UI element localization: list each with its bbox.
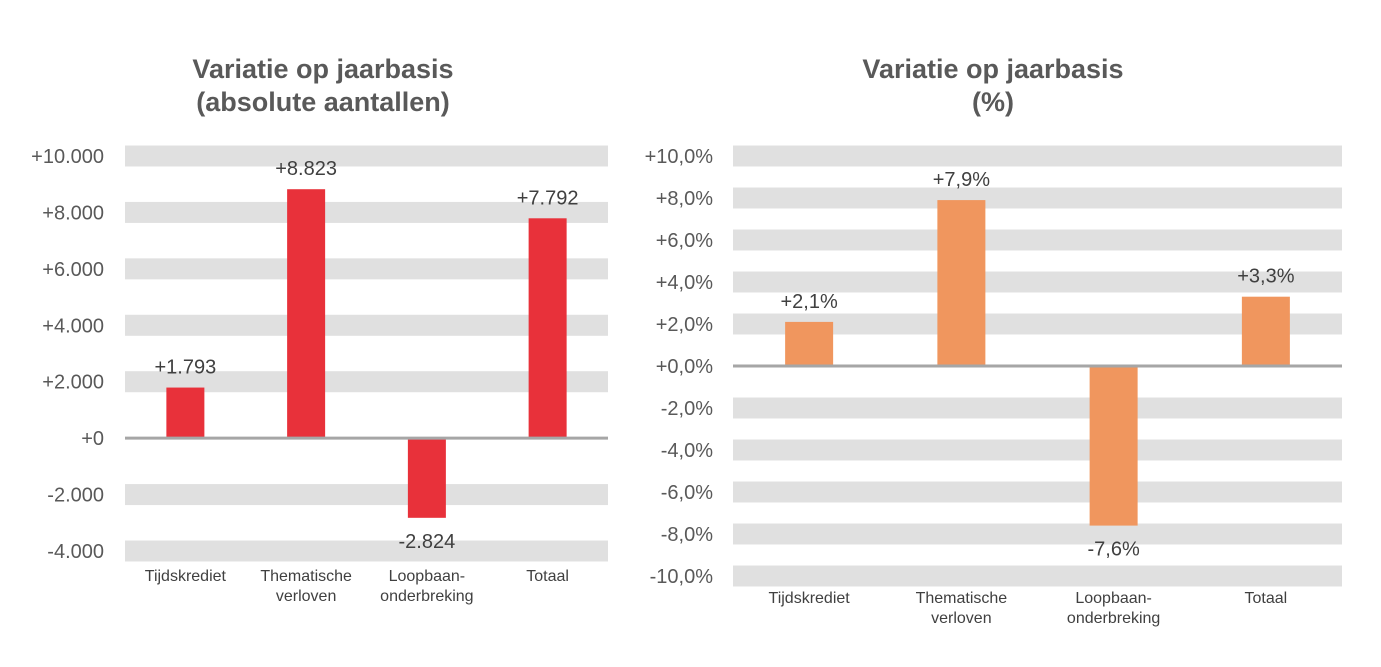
data-label: -2.824 xyxy=(399,531,456,553)
grid-band xyxy=(733,271,1342,293)
y-tick-label: +6,0% xyxy=(656,230,713,252)
grid-band xyxy=(733,565,1342,587)
y-tick-label: +8,0% xyxy=(656,188,713,210)
grid-band xyxy=(125,258,608,280)
bar xyxy=(1241,296,1290,366)
x-category-label: Tijdskrediet xyxy=(145,568,227,585)
grid-band xyxy=(733,439,1342,461)
grid-band xyxy=(125,484,608,506)
grid-band xyxy=(733,313,1342,335)
bar xyxy=(287,189,326,439)
data-label: +7.792 xyxy=(517,187,579,209)
chart-title: (absolute aantallen) xyxy=(196,87,450,117)
bar xyxy=(785,321,834,366)
grid-band xyxy=(125,314,608,336)
x-category-label: onderbreking xyxy=(1067,610,1160,627)
y-tick-label: -2.000 xyxy=(47,485,104,507)
grid-band xyxy=(125,540,608,562)
chart-2: Variatie op jaarbasis(%) +10,0% +8,0% +6,0%… xyxy=(645,54,1342,627)
grid-band xyxy=(733,187,1342,209)
bar xyxy=(937,200,986,366)
y-tick-label: +4,0% xyxy=(656,272,713,294)
chart-title: (%) xyxy=(972,87,1014,117)
grid-band xyxy=(733,523,1342,545)
grid-band xyxy=(125,371,608,393)
grid-band xyxy=(125,201,608,223)
x-category-label: Totaal xyxy=(1245,590,1288,607)
chart-title: Variatie op jaarbasis xyxy=(862,54,1123,84)
y-tick-label: +0 xyxy=(81,428,104,450)
x-category-label: onderbreking xyxy=(380,588,473,605)
y-tick-label: -4.000 xyxy=(47,541,104,563)
x-category-label: Loopbaan- xyxy=(1075,590,1152,607)
grid-band xyxy=(733,145,1342,167)
data-label: +8.823 xyxy=(275,158,337,180)
bar xyxy=(528,218,567,439)
bar xyxy=(166,387,205,439)
y-tick-label: -4,0% xyxy=(661,440,713,462)
chart-1: Variatie op jaarbasis(absolute aantallen… xyxy=(31,54,608,605)
y-tick-label: +8.000 xyxy=(42,202,104,224)
chart-title: Variatie op jaarbasis xyxy=(192,54,453,84)
y-tick-label: +2.000 xyxy=(42,372,104,394)
data-label: +2,1% xyxy=(780,291,837,313)
data-label: +7,9% xyxy=(933,169,990,191)
y-tick-label: +10,0% xyxy=(645,146,714,168)
x-category-label: Thematische xyxy=(260,568,352,585)
grid-band xyxy=(125,145,608,167)
x-category-label: verloven xyxy=(276,588,336,605)
y-tick-label: +6.000 xyxy=(42,259,104,281)
x-category-label: verloven xyxy=(931,610,991,627)
y-tick-label: +10.000 xyxy=(31,146,104,168)
data-label: -7,6% xyxy=(1088,539,1140,561)
data-label: +3,3% xyxy=(1237,266,1294,288)
grid-band xyxy=(733,481,1342,503)
y-tick-label: -8,0% xyxy=(661,524,713,546)
y-tick-label: +0,0% xyxy=(656,356,713,378)
bar xyxy=(1089,366,1138,526)
x-category-label: Totaal xyxy=(526,568,569,585)
y-tick-label: -10,0% xyxy=(650,566,714,588)
grid-band xyxy=(733,229,1342,251)
data-label: +1.793 xyxy=(155,357,217,379)
y-tick-label: +2,0% xyxy=(656,314,713,336)
x-category-label: Thematische xyxy=(916,590,1008,607)
grid-band xyxy=(733,397,1342,419)
x-category-label: Loopbaan- xyxy=(389,568,466,585)
x-category-label: Tijdskrediet xyxy=(769,590,851,607)
y-tick-label: -6,0% xyxy=(661,482,713,504)
bar xyxy=(407,438,446,518)
y-tick-label: +4.000 xyxy=(42,315,104,337)
y-tick-label: -2,0% xyxy=(661,398,713,420)
